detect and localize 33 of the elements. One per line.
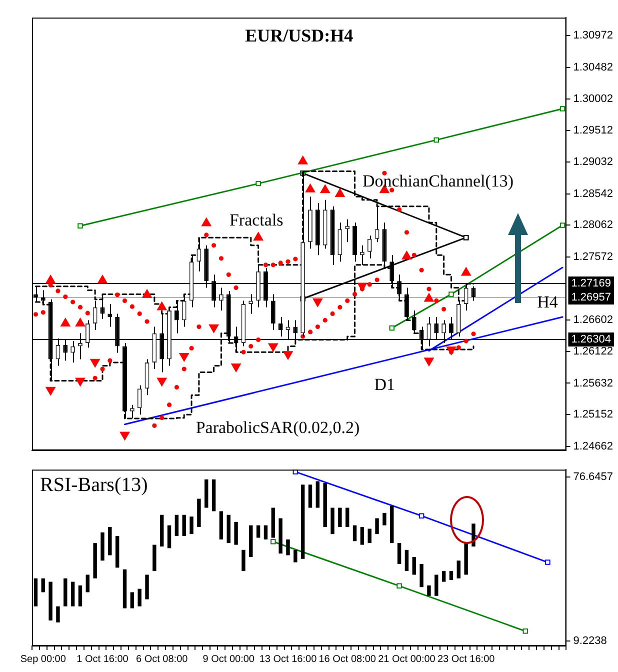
x-tick-label: 9 Oct 00:00 <box>202 654 255 665</box>
x-tick-label: 21 Oct 00:00 <box>378 654 436 665</box>
x-tick-label: 1 Oct 16:00 <box>76 654 129 665</box>
y-tick-label: 1.28062 <box>573 219 614 232</box>
x-tick-label: 16 Oct 08:00 <box>318 654 376 665</box>
y-tick-label: 1.25152 <box>573 408 614 421</box>
y-tick-label: 9.2238 <box>573 634 607 647</box>
annotation: Fractals <box>229 210 284 230</box>
x-tick-label: Sep 00:00 <box>20 654 66 665</box>
y-tick-label: 1.30482 <box>573 62 614 74</box>
x-tick-label: 23 Oct 16:00 <box>437 654 496 665</box>
annotation: ParabolicSAR(0.02,0.2) <box>196 418 360 438</box>
annotation: DonchianChannel(13) <box>362 172 514 191</box>
y-tick-label: 1.28542 <box>573 188 614 200</box>
y-tick-label: 1.26602 <box>573 314 614 326</box>
x-tick-label: 6 Oct 08:00 <box>136 654 188 665</box>
chart-title: EUR/USD:H4 <box>245 25 354 46</box>
x-tick-label: 13 Oct 16:00 <box>259 654 318 665</box>
y-tick-label: 1.30002 <box>573 92 614 105</box>
y-tick-label: 1.24662 <box>573 440 614 452</box>
y-tick-label: 1.29032 <box>573 156 614 168</box>
y-tick-label: 1.26122 <box>573 345 614 358</box>
ref-line-label: 1.26304 <box>571 334 612 346</box>
annotation: H4 <box>537 292 558 312</box>
annotation: D1 <box>374 374 395 394</box>
y-tick-label: 1.25632 <box>573 377 614 390</box>
ref-line-label: 1.27169 <box>571 278 612 290</box>
y-tick-label: 1.29512 <box>573 124 614 137</box>
chart-title: RSI-Bars(13) <box>40 474 148 496</box>
y-tick-label: 1.27572 <box>573 251 614 264</box>
ref-line-label: 1.26957 <box>571 292 612 304</box>
y-tick-label: 1.30972 <box>573 30 614 42</box>
y-tick-label: 76.6457 <box>573 470 614 483</box>
